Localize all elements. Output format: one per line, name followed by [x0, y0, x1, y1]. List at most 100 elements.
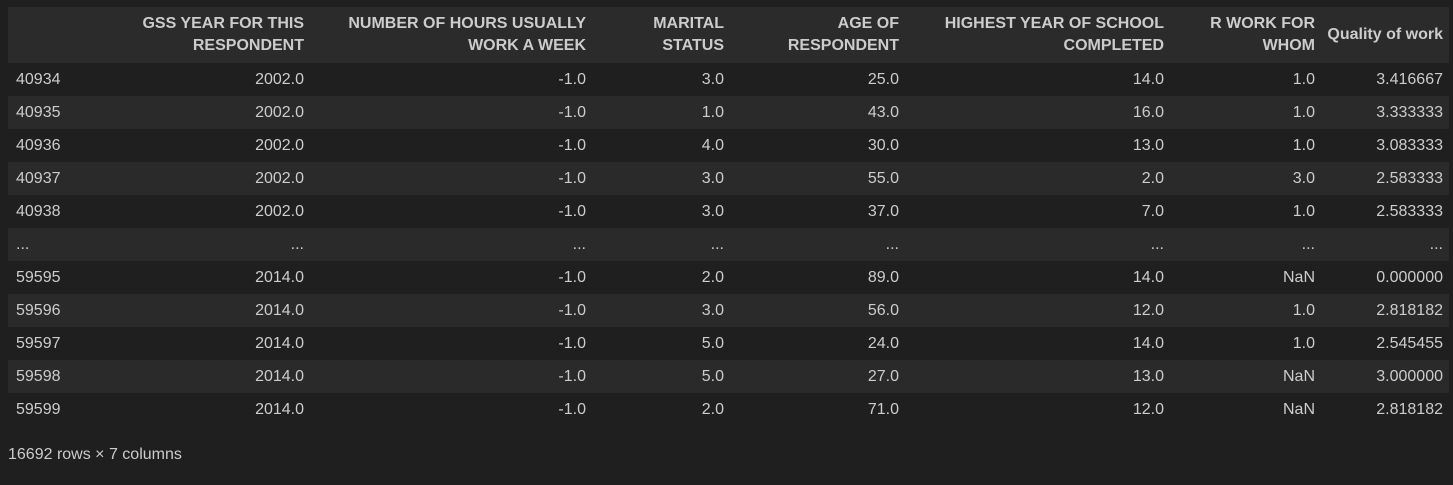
table-cell: 30.0: [730, 129, 905, 162]
dataframe-output: GSS YEAR FOR THIS RESPONDENT NUMBER OF H…: [8, 7, 1449, 426]
table-row: ........................: [8, 228, 1449, 261]
table-cell: 1.0: [1170, 129, 1321, 162]
table-cell: 1.0: [1170, 63, 1321, 96]
row-index: 59599: [8, 393, 78, 426]
table-cell: -1.0: [310, 393, 592, 426]
table-cell: 43.0: [730, 96, 905, 129]
table-cell: 3.0: [592, 63, 730, 96]
table-cell: 55.0: [730, 162, 905, 195]
table-cell: -1.0: [310, 261, 592, 294]
table-cell: -1.0: [310, 327, 592, 360]
table-cell: 2014.0: [78, 261, 310, 294]
table-cell: 4.0: [592, 129, 730, 162]
table-row: 59597 2014.0 -1.0 5.0 24.0 14.0 1.0 2.545455: [8, 327, 1449, 360]
row-index: 59598: [8, 360, 78, 393]
row-count-summary: 16692 rows × 7 columns: [8, 446, 182, 463]
table-cell: 2014.0: [78, 393, 310, 426]
table-cell: 7.0: [905, 195, 1170, 228]
table-cell: 16.0: [905, 96, 1170, 129]
table-cell: 2002.0: [78, 129, 310, 162]
row-index: 59595: [8, 261, 78, 294]
table-cell: 89.0: [730, 261, 905, 294]
column-header-gss-year: GSS YEAR FOR THIS RESPONDENT: [78, 7, 310, 63]
row-index: 40937: [8, 162, 78, 195]
table-row: 59599 2014.0 -1.0 2.0 71.0 12.0 NaN 2.818182: [8, 393, 1449, 426]
table-cell: 2014.0: [78, 327, 310, 360]
header-row: GSS YEAR FOR THIS RESPONDENT NUMBER OF H…: [8, 7, 1449, 63]
table-cell: -1.0: [310, 96, 592, 129]
table-cell: 1.0: [1170, 96, 1321, 129]
column-header-work-for-whom: R WORK FOR WHOM: [1170, 7, 1321, 63]
table-cell: 2.545455: [1321, 327, 1449, 360]
table-cell: 3.083333: [1321, 129, 1449, 162]
table-cell: 25.0: [730, 63, 905, 96]
table-cell: 2.583333: [1321, 162, 1449, 195]
table-cell: 2.0: [592, 261, 730, 294]
table-cell: 13.0: [905, 360, 1170, 393]
table-cell: 12.0: [905, 393, 1170, 426]
table-cell: 1.0: [1170, 294, 1321, 327]
table-cell: 3.416667: [1321, 63, 1449, 96]
table-cell: -1.0: [310, 129, 592, 162]
table-cell: ...: [1170, 228, 1321, 261]
table-cell: 2002.0: [78, 96, 310, 129]
table-cell: 2.0: [592, 393, 730, 426]
table-cell: 2.818182: [1321, 393, 1449, 426]
table-cell: -1.0: [310, 360, 592, 393]
table-cell: ...: [730, 228, 905, 261]
table-cell: 3.000000: [1321, 360, 1449, 393]
table-cell: ...: [905, 228, 1170, 261]
table-cell: 14.0: [905, 261, 1170, 294]
column-header-school-years: HIGHEST YEAR OF SCHOOL COMPLETED: [905, 7, 1170, 63]
table-cell: -1.0: [310, 195, 592, 228]
index-header: [8, 7, 78, 63]
table-cell: NaN: [1170, 393, 1321, 426]
table-body: 40934 2002.0 -1.0 3.0 25.0 14.0 1.0 3.416667 409…: [8, 63, 1449, 426]
table-cell: 3.0: [592, 294, 730, 327]
table-cell: 2002.0: [78, 195, 310, 228]
table-cell: 1.0: [592, 96, 730, 129]
table-cell: NaN: [1170, 360, 1321, 393]
table-cell: ...: [78, 228, 310, 261]
table-cell: 3.0: [592, 195, 730, 228]
table-cell: 5.0: [592, 327, 730, 360]
table-cell: 1.0: [1170, 195, 1321, 228]
table-row: 40938 2002.0 -1.0 3.0 37.0 7.0 1.0 2.583333: [8, 195, 1449, 228]
row-index: 59596: [8, 294, 78, 327]
row-index: ...: [8, 228, 78, 261]
table-cell: 56.0: [730, 294, 905, 327]
table-cell: 0.000000: [1321, 261, 1449, 294]
column-header-hours-worked: NUMBER OF HOURS USUALLY WORK A WEEK: [310, 7, 592, 63]
row-index: 40934: [8, 63, 78, 96]
table-row: 40936 2002.0 -1.0 4.0 30.0 13.0 1.0 3.083333: [8, 129, 1449, 162]
table-cell: NaN: [1170, 261, 1321, 294]
table-cell: -1.0: [310, 294, 592, 327]
row-index: 40935: [8, 96, 78, 129]
table-cell: ...: [592, 228, 730, 261]
table-cell: ...: [310, 228, 592, 261]
table-cell: 71.0: [730, 393, 905, 426]
table-cell: ...: [1321, 228, 1449, 261]
table-cell: 2.0: [905, 162, 1170, 195]
table-cell: 2014.0: [78, 360, 310, 393]
table-cell: 14.0: [905, 63, 1170, 96]
table-cell: 3.0: [1170, 162, 1321, 195]
table-cell: 2.818182: [1321, 294, 1449, 327]
table-cell: 3.333333: [1321, 96, 1449, 129]
table-row: 59596 2014.0 -1.0 3.0 56.0 12.0 1.0 2.818182: [8, 294, 1449, 327]
table-row: 59595 2014.0 -1.0 2.0 89.0 14.0 NaN 0.000000: [8, 261, 1449, 294]
table-cell: 2002.0: [78, 162, 310, 195]
table-cell: -1.0: [310, 162, 592, 195]
table-row: 40934 2002.0 -1.0 3.0 25.0 14.0 1.0 3.416667: [8, 63, 1449, 96]
table-row: 40937 2002.0 -1.0 3.0 55.0 2.0 3.0 2.583333: [8, 162, 1449, 195]
table-cell: 2.583333: [1321, 195, 1449, 228]
table-cell: 1.0: [1170, 327, 1321, 360]
table-cell: 14.0: [905, 327, 1170, 360]
column-header-age: AGE OF RESPONDENT: [730, 7, 905, 63]
table-cell: 27.0: [730, 360, 905, 393]
row-index: 40936: [8, 129, 78, 162]
table-cell: -1.0: [310, 63, 592, 96]
table-cell: 13.0: [905, 129, 1170, 162]
dataframe-table: GSS YEAR FOR THIS RESPONDENT NUMBER OF H…: [8, 7, 1449, 426]
table-cell: 3.0: [592, 162, 730, 195]
